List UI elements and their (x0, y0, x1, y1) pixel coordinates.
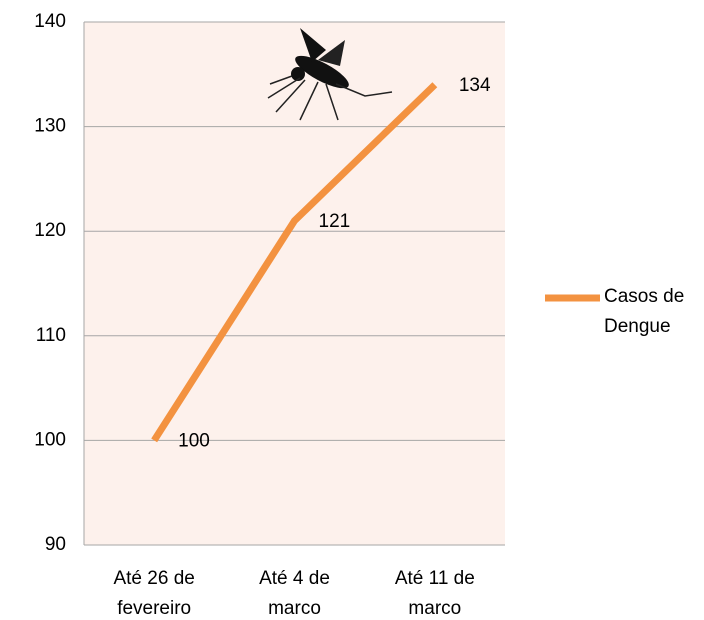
data-label: 134 (459, 75, 491, 96)
y-tick-label: 110 (36, 325, 66, 346)
chart-svg: 90 100 110 120 130 140 100 121 134 (0, 0, 704, 620)
y-tick-label: 130 (34, 116, 66, 137)
data-label: 121 (319, 211, 351, 232)
legend-label: Casos de Dengue (604, 282, 700, 342)
y-tick-label: 120 (34, 220, 66, 241)
plot-background (84, 22, 505, 545)
y-tick-label: 90 (45, 534, 66, 555)
y-tick-label: 140 (34, 11, 66, 32)
x-tick-label: Até 11 de marco (373, 564, 497, 620)
y-tick-label: 100 (34, 429, 66, 450)
x-tick-label: Até 26 de fevereiro (92, 564, 216, 620)
data-label: 100 (178, 430, 210, 451)
x-tick-label: Até 4 de marco (233, 564, 357, 620)
chart: 90 100 110 120 130 140 100 121 134 Até 26 de fev… (0, 0, 704, 620)
